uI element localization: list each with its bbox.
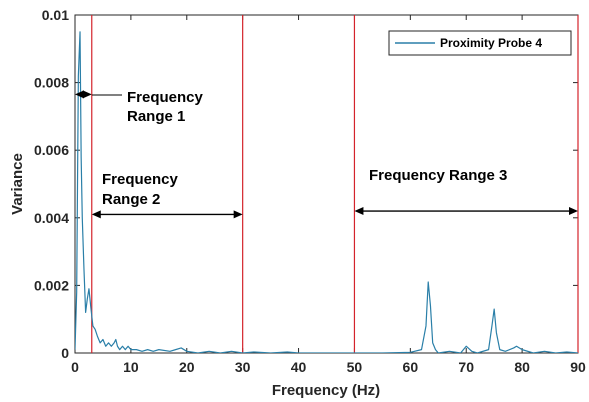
- annotation-range-3: Frequency Range 3: [369, 167, 507, 184]
- annotation-range-2: Frequency Range 2: [102, 171, 179, 208]
- arrow-head-right: [569, 207, 578, 216]
- legend-label: Proximity Probe 4: [440, 36, 542, 50]
- annotation-range-1-line-1: Frequency: [127, 89, 204, 106]
- arrow-head-right: [82, 90, 92, 99]
- range3-arrow: [354, 207, 578, 216]
- range-boundary-lines: [91, 15, 579, 353]
- range2-arrow: [91, 210, 243, 219]
- x-tick-label: 60: [403, 359, 419, 375]
- arrow-head-left: [354, 207, 364, 216]
- y-axis-ticks: 0 0.002 0.004 0.006 0.008 0.01: [34, 7, 578, 361]
- y-tick-label: 0: [61, 345, 69, 361]
- x-tick-label: 20: [179, 359, 195, 375]
- y-tick-label: 0.004: [34, 210, 69, 226]
- series-group: [75, 31, 578, 353]
- y-tick-label: 0.01: [42, 7, 69, 23]
- annotation-range-1-line-2: Range 1: [127, 108, 185, 125]
- legend: Proximity Probe 4: [388, 30, 572, 56]
- annotation-range-3-line-1: Frequency Range 3: [369, 167, 507, 184]
- range1-arrow: [75, 90, 92, 99]
- arrow-head-left: [91, 210, 101, 219]
- y-axis-label: Variance: [9, 153, 26, 215]
- y-tick-label: 0.002: [34, 277, 69, 293]
- series-line: [75, 31, 578, 353]
- x-tick-label: 40: [291, 359, 307, 375]
- x-tick-label: 10: [123, 359, 139, 375]
- x-axis-label: Frequency (Hz): [272, 382, 380, 399]
- x-tick-label: 90: [570, 359, 586, 375]
- x-tick-label: 0: [71, 359, 79, 375]
- arrow-head-right: [233, 210, 243, 219]
- x-tick-label: 70: [458, 359, 474, 375]
- annotation-range-1: Frequency Range 1: [92, 89, 204, 125]
- x-tick-label: 80: [514, 359, 530, 375]
- x-tick-label: 50: [347, 359, 363, 375]
- annotation-range-2-line-1: Frequency: [102, 171, 179, 188]
- arrow-head-left: [75, 90, 84, 99]
- x-tick-label: 30: [235, 359, 251, 375]
- y-tick-label: 0.008: [34, 75, 69, 91]
- y-tick-label: 0.006: [34, 142, 69, 158]
- range-arrows: [75, 90, 578, 219]
- annotation-range-2-line-2: Range 2: [102, 191, 160, 208]
